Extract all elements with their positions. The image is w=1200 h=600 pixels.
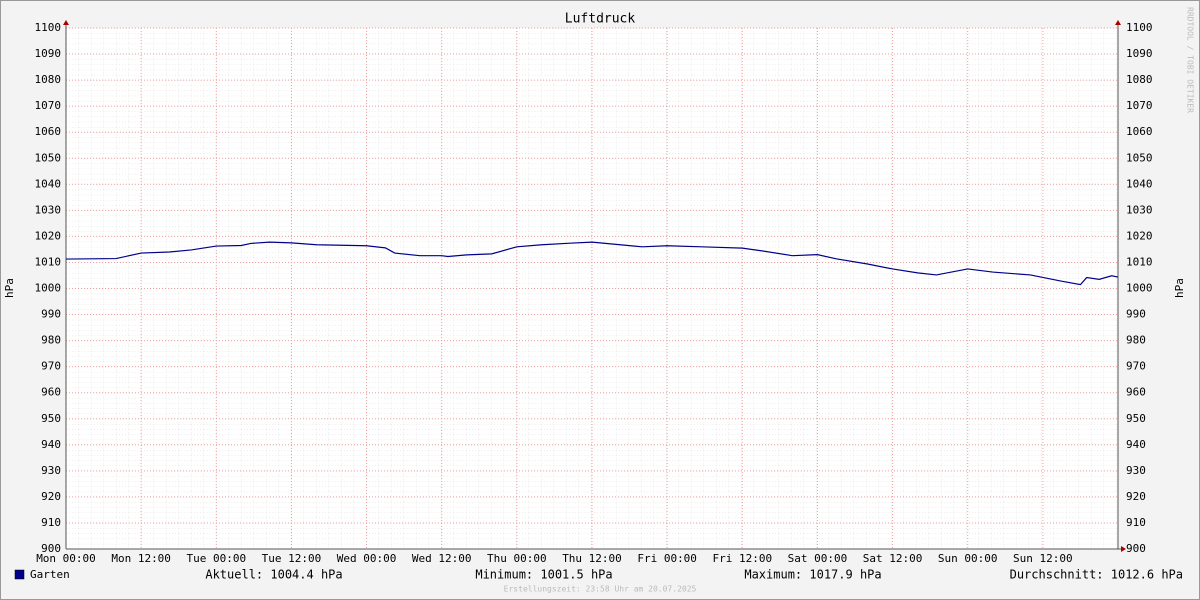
axis-arrow (1115, 20, 1121, 25)
y-tick-label-right: 930 (1126, 464, 1146, 477)
y-tick-label: 1050 (35, 151, 62, 164)
y-tick-label-right: 1020 (1126, 229, 1153, 242)
y-tick-label-right: 990 (1126, 308, 1146, 321)
y-axis-label-right: hPa (1173, 278, 1186, 298)
x-tick-label: Fri 00:00 (637, 552, 697, 565)
y-tick-label: 1100 (35, 21, 62, 34)
y-tick-label: 910 (41, 516, 61, 529)
legend-label: Garten (30, 568, 70, 581)
x-tick-label: Sun 12:00 (1013, 552, 1073, 565)
y-tick-label-right: 1100 (1126, 21, 1153, 34)
x-tick-label: Wed 00:00 (337, 552, 397, 565)
y-tick-label-right: 940 (1126, 438, 1146, 451)
chart-title: Luftdruck (565, 12, 636, 27)
y-tick-label-right: 910 (1126, 516, 1146, 529)
y-tick-label: 1030 (35, 203, 62, 216)
y-tick-label-right: 1080 (1126, 73, 1153, 86)
y-tick-label-right: 950 (1126, 412, 1146, 425)
y-tick-label-right: 960 (1126, 386, 1146, 399)
y-tick-label-right: 1070 (1126, 99, 1153, 112)
legend-swatch (14, 569, 25, 580)
x-tick-label: Tue 12:00 (262, 552, 322, 565)
x-tick-label: Mon 12:00 (111, 552, 171, 565)
x-tick-label: Sat 00:00 (788, 552, 848, 565)
y-tick-label: 950 (41, 412, 61, 425)
y-tick-label-right: 920 (1126, 490, 1146, 503)
y-tick-label: 980 (41, 334, 61, 347)
y-tick-label-right: 1030 (1126, 203, 1153, 216)
y-tick-label: 970 (41, 360, 61, 373)
y-tick-label-right: 1000 (1126, 282, 1153, 295)
y-tick-label: 1020 (35, 229, 62, 242)
y-axis-label: hPa (3, 278, 16, 298)
stat-text: Durchschnitt: 1012.6 hPa (1010, 568, 1183, 582)
y-tick-label-right: 900 (1126, 542, 1146, 555)
x-tick-label: Thu 12:00 (562, 552, 622, 565)
y-tick-label: 1000 (35, 282, 62, 295)
y-tick-label-right: 1050 (1126, 151, 1153, 164)
watermark: RRDTOOL / TOBI OETIKER (1186, 7, 1195, 113)
x-tick-label: Fri 12:00 (712, 552, 772, 565)
axis-arrow (63, 20, 69, 25)
x-tick-label: Wed 12:00 (412, 552, 472, 565)
y-tick-label: 960 (41, 386, 61, 399)
y-tick-label-right: 1060 (1126, 125, 1153, 138)
stat-text: Aktuell: 1004.4 hPa (205, 568, 342, 582)
y-tick-label-right: 980 (1126, 334, 1146, 347)
stat-text: Minimum: 1001.5 hPa (475, 568, 612, 582)
y-tick-label-right: 1010 (1126, 255, 1153, 268)
footer: Erstellungszeit: 23:58 Uhr am 20.07.2025 (504, 585, 697, 594)
y-tick-label: 1070 (35, 99, 62, 112)
y-tick-label: 930 (41, 464, 61, 477)
axis-arrow (1121, 546, 1126, 552)
y-tick-label-right: 1040 (1126, 177, 1153, 190)
y-tick-label: 1010 (35, 255, 62, 268)
x-tick-label: Thu 00:00 (487, 552, 547, 565)
series-line (65, 241, 1119, 286)
x-tick-label: Sun 00:00 (938, 552, 998, 565)
x-tick-label: Tue 00:00 (186, 552, 246, 565)
y-tick-label: 1090 (35, 47, 62, 60)
y-tick-label: 1080 (35, 73, 62, 86)
y-tick-label-right: 970 (1126, 360, 1146, 373)
y-tick-label-right: 1090 (1126, 47, 1153, 60)
y-tick-label: 1040 (35, 177, 62, 190)
x-tick-label: Sat 12:00 (863, 552, 923, 565)
x-tick-label: Mon 00:00 (36, 552, 96, 565)
y-tick-label: 920 (41, 490, 61, 503)
y-tick-label: 1060 (35, 125, 62, 138)
y-tick-label: 900 (41, 542, 61, 555)
y-tick-label: 940 (41, 438, 61, 451)
y-tick-label: 990 (41, 308, 61, 321)
stat-text: Maximum: 1017.9 hPa (744, 568, 881, 582)
